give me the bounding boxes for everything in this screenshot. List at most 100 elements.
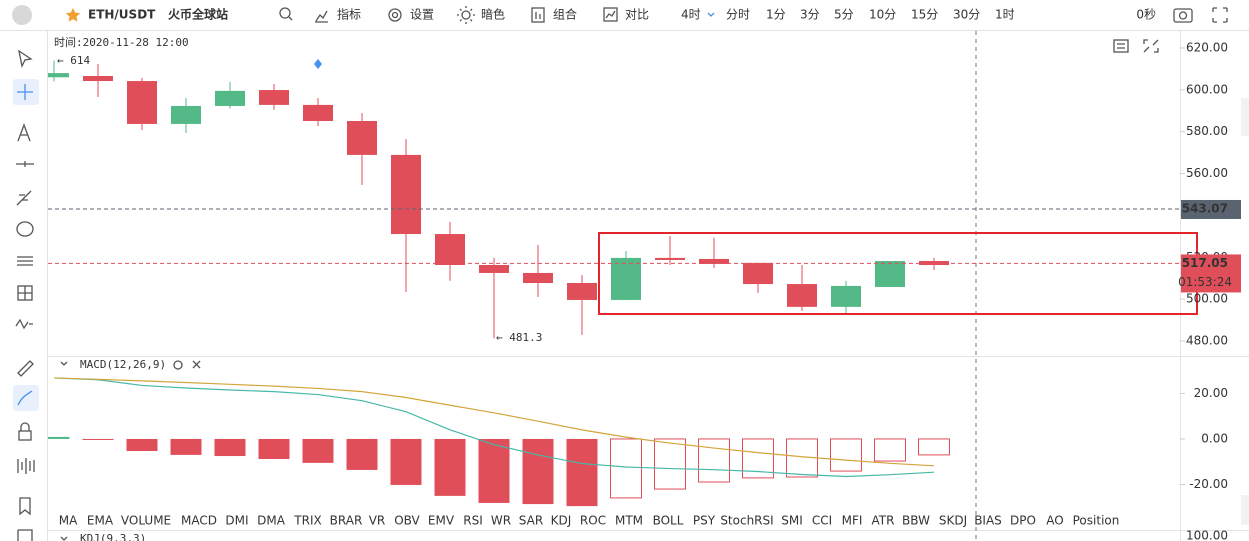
price-tag-label: 543.07 xyxy=(1182,201,1228,215)
indicator-tab[interactable]: BOLL xyxy=(653,514,684,528)
indicator-tab[interactable]: TRIX xyxy=(293,514,321,528)
toolbar-button[interactable]: 暗色 xyxy=(481,7,505,22)
macd-controls[interactable] xyxy=(60,360,201,370)
interval-button[interactable]: 5分 xyxy=(834,8,854,22)
candle-body xyxy=(611,257,641,300)
interval-button[interactable]: 10分 xyxy=(869,8,896,22)
candle-body xyxy=(831,285,861,307)
interval-button[interactable]: 15分 xyxy=(911,8,938,22)
macd-bar xyxy=(918,438,950,456)
y-tick-label: 500.00 xyxy=(1186,292,1228,306)
indicator-tab[interactable]: KDJ xyxy=(551,514,572,528)
macd-bar xyxy=(302,438,334,463)
macd-bar xyxy=(610,438,642,499)
indicator-tab[interactable]: WR xyxy=(491,514,511,528)
indicator-tab[interactable]: MFI xyxy=(842,514,863,528)
indicator-tab[interactable]: SAR xyxy=(519,514,543,528)
indicator-tab[interactable]: DMI xyxy=(225,514,248,528)
indicator-tab[interactable]: OBV xyxy=(394,514,420,528)
candle-body xyxy=(215,90,245,106)
candle-body xyxy=(787,284,817,307)
macd-bar xyxy=(258,438,290,459)
panel-corner-icons[interactable] xyxy=(1113,39,1159,53)
indicator-tab[interactable]: MA xyxy=(59,514,78,528)
toolbar-button[interactable]: 对比 xyxy=(625,8,649,22)
indicator-tab[interactable]: MTM xyxy=(615,514,643,528)
candle-body xyxy=(48,73,69,78)
macd-bar xyxy=(478,438,510,503)
interval-button[interactable]: 1分 xyxy=(766,8,786,22)
toolbar-button[interactable]: 设置 xyxy=(410,8,434,22)
indicator-tab[interactable]: PSY xyxy=(693,514,716,528)
indicator-tab[interactable]: DMA xyxy=(257,514,286,528)
macd-bar xyxy=(170,438,202,455)
indicator-tab[interactable]: SMI xyxy=(781,514,803,528)
countdown: 0秒 xyxy=(1136,8,1156,22)
exchange[interactable]: 火币全球站 xyxy=(168,7,228,22)
indicator-tab[interactable]: CCI xyxy=(812,514,832,528)
scrollbar[interactable] xyxy=(1241,98,1249,136)
macd-bar xyxy=(48,436,70,439)
indicator-tab[interactable]: RSI xyxy=(463,514,483,528)
indicator-tab[interactable]: ROC xyxy=(580,514,606,528)
indicator-tab[interactable]: BBW xyxy=(902,514,930,528)
macd-bar xyxy=(874,438,906,462)
kdj-title: KDJ(9,3,3) xyxy=(80,532,146,541)
price-tag xyxy=(1181,199,1241,219)
indicator-tab[interactable]: EMV xyxy=(428,514,455,528)
macd-line xyxy=(53,377,935,478)
indicator-tab[interactable]: EMA xyxy=(87,514,114,528)
toolbar-button[interactable]: 指标 xyxy=(337,7,361,22)
candle-body xyxy=(699,258,729,264)
macd-bar xyxy=(830,438,862,472)
indicator-tab[interactable]: VR xyxy=(369,514,386,528)
indicator-tab[interactable]: AO xyxy=(1046,514,1063,528)
indicator-tab[interactable]: SKDJ xyxy=(939,514,967,528)
macd-bar xyxy=(82,438,114,440)
low-marker: ← 481.3 xyxy=(496,331,542,344)
indicator-tab[interactable]: BIAS xyxy=(974,514,1002,528)
macd-bar xyxy=(654,438,686,490)
candle-body xyxy=(435,234,465,266)
interval-button[interactable]: 3分 xyxy=(800,8,820,22)
toolbar-icons xyxy=(315,6,1228,24)
indicator-tab[interactable]: StochRSI xyxy=(720,514,773,528)
scrollbar[interactable] xyxy=(1241,495,1249,525)
event-marker[interactable] xyxy=(314,59,322,69)
indicator-tab[interactable]: Position xyxy=(1073,514,1120,528)
indicator-tab[interactable]: VOLUME xyxy=(121,514,171,528)
candle-body xyxy=(83,76,113,82)
price-tag xyxy=(1181,254,1241,293)
interval-button[interactable]: 分时 xyxy=(726,8,750,22)
symbol[interactable]: ETH/USDT xyxy=(88,8,156,22)
active-tool-bg xyxy=(13,385,39,411)
candle-body xyxy=(743,262,773,285)
candle-body xyxy=(391,154,421,235)
indicator-tab[interactable]: MACD xyxy=(181,514,217,528)
interval-button[interactable]: 1时 xyxy=(995,8,1015,22)
macd-bar xyxy=(522,438,554,505)
indicator-tab[interactable]: BRAR xyxy=(330,514,363,528)
indicator-tab[interactable]: ATR xyxy=(872,514,895,528)
kdj-toggle[interactable] xyxy=(60,536,68,541)
toolbar-button[interactable]: 组合 xyxy=(553,7,577,22)
y-tick-label: -20.00 xyxy=(1189,477,1228,491)
macd-title: MACD(12,26,9) xyxy=(80,358,166,371)
interval-button[interactable]: 30分 xyxy=(953,8,980,22)
drawing-tools[interactable] xyxy=(15,49,35,541)
macd-bar xyxy=(698,438,730,483)
candle-body xyxy=(347,121,377,155)
favorite-star[interactable] xyxy=(65,8,81,22)
plot-area xyxy=(48,60,950,507)
interval-button[interactable]: 4时 xyxy=(681,8,701,22)
y-tick-label: 600.00 xyxy=(1186,82,1228,96)
macd-bar xyxy=(742,438,774,479)
candle-body xyxy=(567,283,597,300)
logo[interactable] xyxy=(12,5,32,25)
macd-bar xyxy=(126,438,158,452)
candle-body xyxy=(259,90,289,105)
macd-bar xyxy=(214,438,246,457)
indicator-tab[interactable]: DPO xyxy=(1010,514,1036,528)
search-icon[interactable] xyxy=(279,7,293,21)
